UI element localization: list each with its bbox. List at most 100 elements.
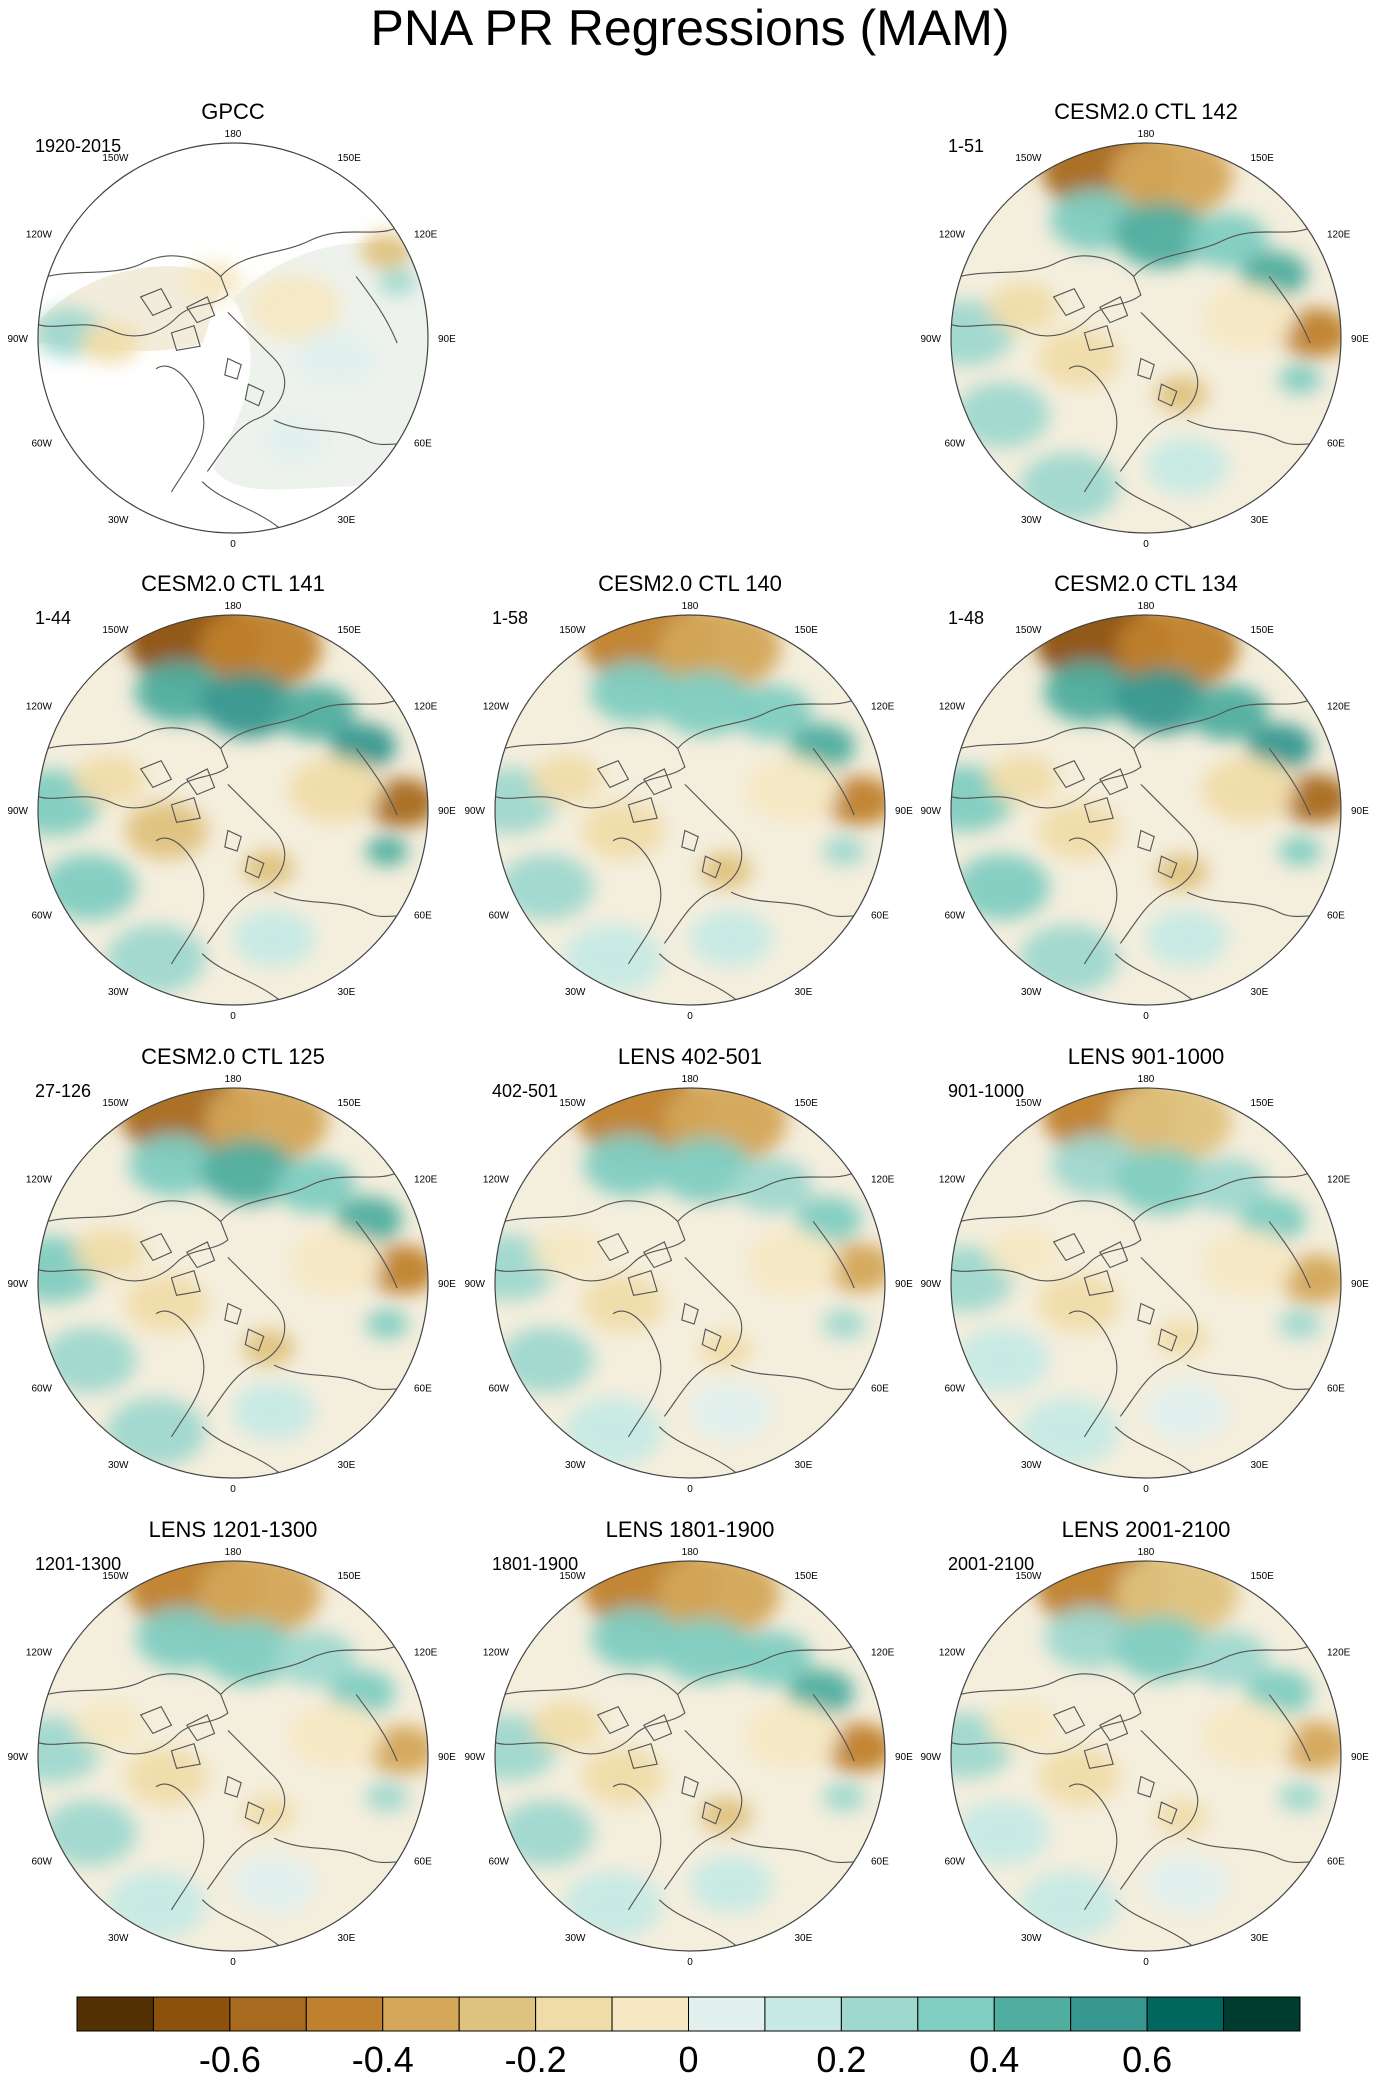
panel-title: GPCC [201, 99, 265, 124]
lon-label: 120W [26, 230, 53, 241]
anomaly-blob [80, 322, 140, 364]
anomaly-blob [590, 1606, 681, 1670]
lon-label: 180 [682, 1547, 699, 1558]
lon-label: 30E [795, 987, 813, 998]
lon-label: 120E [414, 702, 438, 713]
lon-label: 120W [26, 1648, 53, 1659]
lon-label: 120W [939, 230, 966, 241]
panels: GPCC 1920-2015 180 150E 120E 90E 60E 30E 0 30W 60W… [7, 99, 1369, 1968]
anomaly-blob [74, 1227, 146, 1277]
anomaly-blob [1110, 143, 1234, 219]
colorbar-box [917, 1996, 995, 2032]
anomaly-blob [365, 836, 409, 866]
anomaly-blob [731, 1157, 813, 1214]
lon-label: 90E [438, 334, 456, 345]
panel-title: CESM2.0 CTL 134 [1054, 571, 1238, 596]
lon-label: 90E [895, 806, 913, 817]
colorbar-tick-label: -0.6 [199, 2039, 261, 2080]
precip-field [495, 1561, 885, 1951]
anomaly-blob [1037, 801, 1121, 860]
lon-label: 120W [26, 702, 53, 713]
map-panel-ctl140: CESM2.0 CTL 140 1-58 180 150E 120E 90E 60E 30E 0… [464, 571, 913, 1022]
lon-label: 60E [414, 1384, 432, 1395]
anomaly-blob [274, 684, 356, 741]
map-panel-lens1801: LENS 1801-1900 1801-1900 180 150E 120E 90E 60E… [464, 1517, 913, 1968]
colorbar-box [458, 1996, 537, 2032]
lon-label: 90W [7, 1279, 28, 1290]
anomaly-blob [1279, 1721, 1341, 1771]
anomaly-blob [1201, 756, 1296, 823]
lon-label: 120E [1327, 230, 1351, 241]
anomaly-blob [1145, 1855, 1229, 1914]
precip-field [38, 1561, 428, 1951]
lon-label: 30W [1021, 987, 1042, 998]
anomaly-blob [1201, 1229, 1296, 1296]
panel-period: 1920-2015 [35, 136, 121, 156]
anomaly-blob [1145, 1382, 1229, 1441]
lon-label: 30E [1251, 515, 1269, 526]
anomaly-blob [1043, 660, 1134, 724]
lon-label: 60W [944, 439, 965, 450]
anomaly-blob [499, 854, 594, 920]
lon-label: 120W [483, 1648, 510, 1659]
anomaly-blob [232, 909, 316, 968]
lon-label: 30W [108, 1933, 129, 1944]
colorbar-tick-label: 0.2 [816, 2039, 866, 2080]
anomaly-blob [658, 1617, 753, 1684]
lon-label: 150W [102, 1571, 129, 1582]
lon-label: 30E [795, 1933, 813, 1944]
anomaly-blob [366, 1725, 428, 1775]
colorbar-box [382, 1996, 460, 2032]
colorbar-box [535, 1996, 613, 2032]
anomaly-blob [1155, 1799, 1208, 1836]
anomaly-blob [822, 1309, 866, 1339]
anomaly-blob [182, 261, 242, 303]
anomaly-blob [1044, 1606, 1135, 1670]
anomaly-blob [951, 300, 1014, 366]
lon-label: 150E [1251, 1571, 1275, 1582]
lon-label: 30W [108, 987, 129, 998]
colorbar-tick-label: -0.2 [505, 2039, 567, 2080]
lon-label: 90W [464, 1752, 485, 1763]
panel-period: 1-51 [948, 136, 984, 156]
colorbar-box [1146, 1996, 1225, 2032]
lon-label: 120E [414, 1175, 438, 1186]
lon-label: 150W [1015, 153, 1042, 164]
anomaly-blob [360, 232, 413, 269]
lon-label: 120W [483, 1175, 510, 1186]
figure-title: PNA PR Regressions (MAM) [370, 0, 1009, 56]
lon-label: 150W [1015, 1098, 1042, 1109]
lon-label: 60E [1327, 911, 1345, 922]
lon-label: 180 [1138, 129, 1155, 140]
panel-title: LENS 2001-2100 [1062, 1517, 1231, 1542]
lon-label: 180 [682, 601, 699, 612]
lon-label: 0 [230, 1957, 236, 1968]
anomaly-blob [1109, 1088, 1233, 1164]
anomaly-blob [1037, 1274, 1121, 1333]
anomaly-blob [1246, 1669, 1313, 1716]
anomaly-blob [1155, 376, 1208, 413]
lon-label: 60W [31, 1857, 52, 1868]
anomaly-blob [987, 1700, 1059, 1750]
lon-label: 0 [687, 1484, 693, 1495]
coastlines [38, 1642, 428, 1947]
lon-label: 150W [559, 1571, 586, 1582]
lon-label: 30E [338, 515, 356, 526]
anomaly-blob [247, 274, 342, 341]
precip-field [495, 615, 885, 1005]
precip-field [38, 615, 428, 1005]
anomaly-blob [745, 756, 840, 823]
colorbar-box [305, 1996, 384, 2032]
panel-title: CESM2.0 CTL 142 [1054, 99, 1238, 124]
anomaly-blob [1187, 1630, 1269, 1687]
anomaly-blob [1278, 1309, 1322, 1339]
lon-label: 90W [464, 1279, 485, 1290]
map-border [950, 1087, 1342, 1479]
anomaly-blob [789, 723, 856, 770]
anomaly-blob [563, 924, 663, 994]
anomaly-blob [1278, 364, 1322, 394]
lon-label: 30W [565, 987, 586, 998]
anomaly-blob [1279, 1254, 1341, 1304]
panel-period: 1-58 [492, 608, 528, 628]
panel-period: 901-1000 [948, 1081, 1024, 1101]
